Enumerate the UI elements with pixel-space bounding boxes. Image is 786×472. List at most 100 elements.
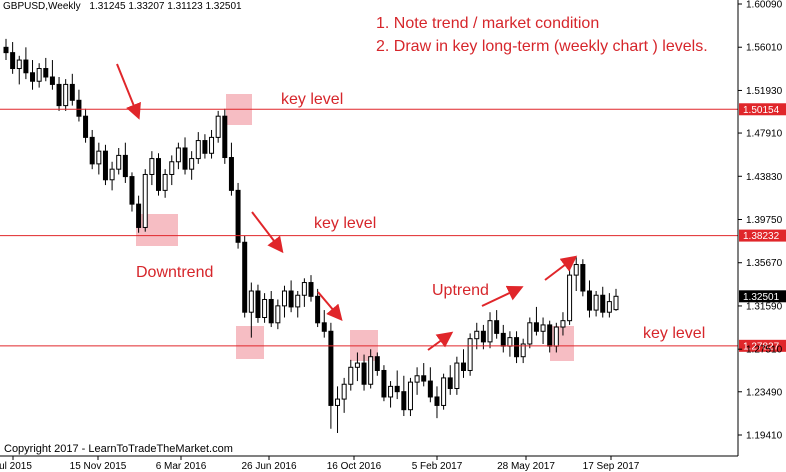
bull-candle	[175, 147, 181, 163]
bull-candle	[527, 322, 533, 345]
bear-candle	[321, 322, 327, 332]
bear-candle	[83, 115, 89, 138]
bull-candle	[407, 381, 413, 411]
candle-layer	[3, 38, 619, 433]
price-tick-label: 1.51930	[746, 86, 783, 97]
trend-arrow	[427, 331, 454, 351]
bull-candle	[348, 366, 354, 385]
key-level-lines: 1.50154 1.38232 1.27827 1.32501	[0, 103, 786, 352]
trend-arrow	[317, 291, 343, 322]
bull-candle	[613, 295, 619, 311]
bear-candle	[381, 369, 387, 398]
bull-candle	[301, 282, 307, 296]
ohlc-readout: 1.31245 1.33207 1.31123 1.32501	[89, 1, 242, 12]
price-tick-label: 1.56010	[746, 43, 783, 54]
bear-candle	[10, 52, 16, 70]
bull-candle	[573, 264, 579, 276]
trend-arrow	[251, 211, 284, 254]
bull-candle	[368, 356, 374, 385]
trend-arrow	[544, 255, 578, 281]
symbol-label: GBPUSD,Weekly	[3, 1, 81, 12]
bear-candle	[480, 330, 486, 343]
bear-candle	[580, 264, 586, 292]
time-tick-label: 5 Feb 2017	[412, 461, 463, 472]
key-level-highlight	[136, 214, 178, 246]
bear-candle	[427, 380, 433, 398]
price-tick-label: 1.47910	[746, 129, 783, 140]
bear-candle	[69, 83, 75, 101]
key-level-price-tag	[739, 229, 786, 242]
bull-candle	[16, 59, 22, 70]
note-line-2: 2. Draw in key long-term (weekly chart )…	[376, 38, 708, 55]
key-level-price-label: 1.38232	[743, 231, 780, 242]
bear-candle	[3, 46, 9, 54]
bear-candle	[30, 72, 36, 82]
downtrend-label: Downtrend	[136, 264, 214, 281]
trend-arrows	[116, 63, 578, 351]
key-level-highlight	[550, 326, 574, 361]
bull-candle	[553, 326, 559, 347]
key-level-price-label: 1.27827	[743, 341, 780, 352]
current-price-label: 1.32501	[743, 292, 780, 303]
bull-candle	[606, 301, 612, 313]
bull-candle	[414, 375, 420, 383]
bear-candle	[268, 298, 274, 324]
bear-candle	[600, 294, 606, 313]
key-level-price-tag	[739, 339, 786, 352]
bear-candle	[401, 391, 407, 411]
bull-candle	[335, 398, 341, 406]
bear-candle	[228, 157, 234, 191]
bear-candle	[89, 136, 95, 165]
bear-candle	[129, 176, 135, 205]
bull-candle	[295, 294, 301, 308]
bear-candle	[49, 76, 55, 85]
bear-candle	[461, 362, 466, 371]
note-line-1: 1. Note trend / market condition	[376, 15, 600, 32]
key-level-price-label: 1.50154	[743, 105, 780, 116]
bear-candle	[547, 324, 553, 347]
bear-candle	[122, 154, 128, 178]
time-tick-label: 16 Oct 2016	[327, 461, 382, 472]
bull-candle	[169, 161, 175, 175]
bull-candle	[248, 290, 254, 313]
bear-candle	[447, 377, 453, 389]
bear-candle	[308, 282, 314, 297]
bull-candle	[109, 168, 115, 181]
bull-candle	[474, 330, 480, 340]
bear-candle	[494, 320, 500, 334]
current-price-tag	[739, 290, 786, 303]
bull-candle	[275, 305, 281, 324]
bear-candle	[533, 322, 539, 332]
bull-candle	[281, 290, 287, 307]
bear-candle	[434, 396, 440, 406]
bull-candle	[209, 136, 215, 154]
bull-candle	[262, 298, 268, 319]
bear-candle	[202, 140, 208, 154]
bull-candle	[63, 83, 69, 107]
price-tick-label: 1.23490	[746, 387, 783, 398]
bull-candle	[441, 377, 447, 406]
bear-candle	[242, 241, 248, 313]
bull-candle	[189, 158, 195, 170]
bull-candle	[593, 294, 599, 311]
price-tick-label: 1.39750	[746, 215, 783, 226]
chart-header: GBPUSD,Weekly 1.31245 1.33207 1.31123 1.…	[3, 1, 242, 12]
bear-candle	[56, 83, 62, 107]
bear-candle	[255, 290, 261, 319]
bear-candle	[500, 332, 506, 347]
bull-candle	[454, 362, 460, 389]
bull-candle	[116, 154, 122, 170]
time-tick-label: 26 Jun 2016	[241, 461, 296, 472]
bull-candle	[560, 320, 566, 328]
bear-candle	[586, 290, 592, 311]
bear-candle	[102, 150, 108, 181]
time-tick-label: 17 Sep 2017	[583, 461, 640, 472]
bear-candle	[76, 99, 82, 117]
key-level-label-3: key level	[643, 325, 706, 342]
bear-candle	[374, 356, 380, 371]
bull-candle	[507, 337, 513, 347]
price-tick-label: 1.19410	[746, 431, 783, 442]
bull-candle	[467, 338, 473, 371]
bull-candle	[96, 150, 102, 165]
